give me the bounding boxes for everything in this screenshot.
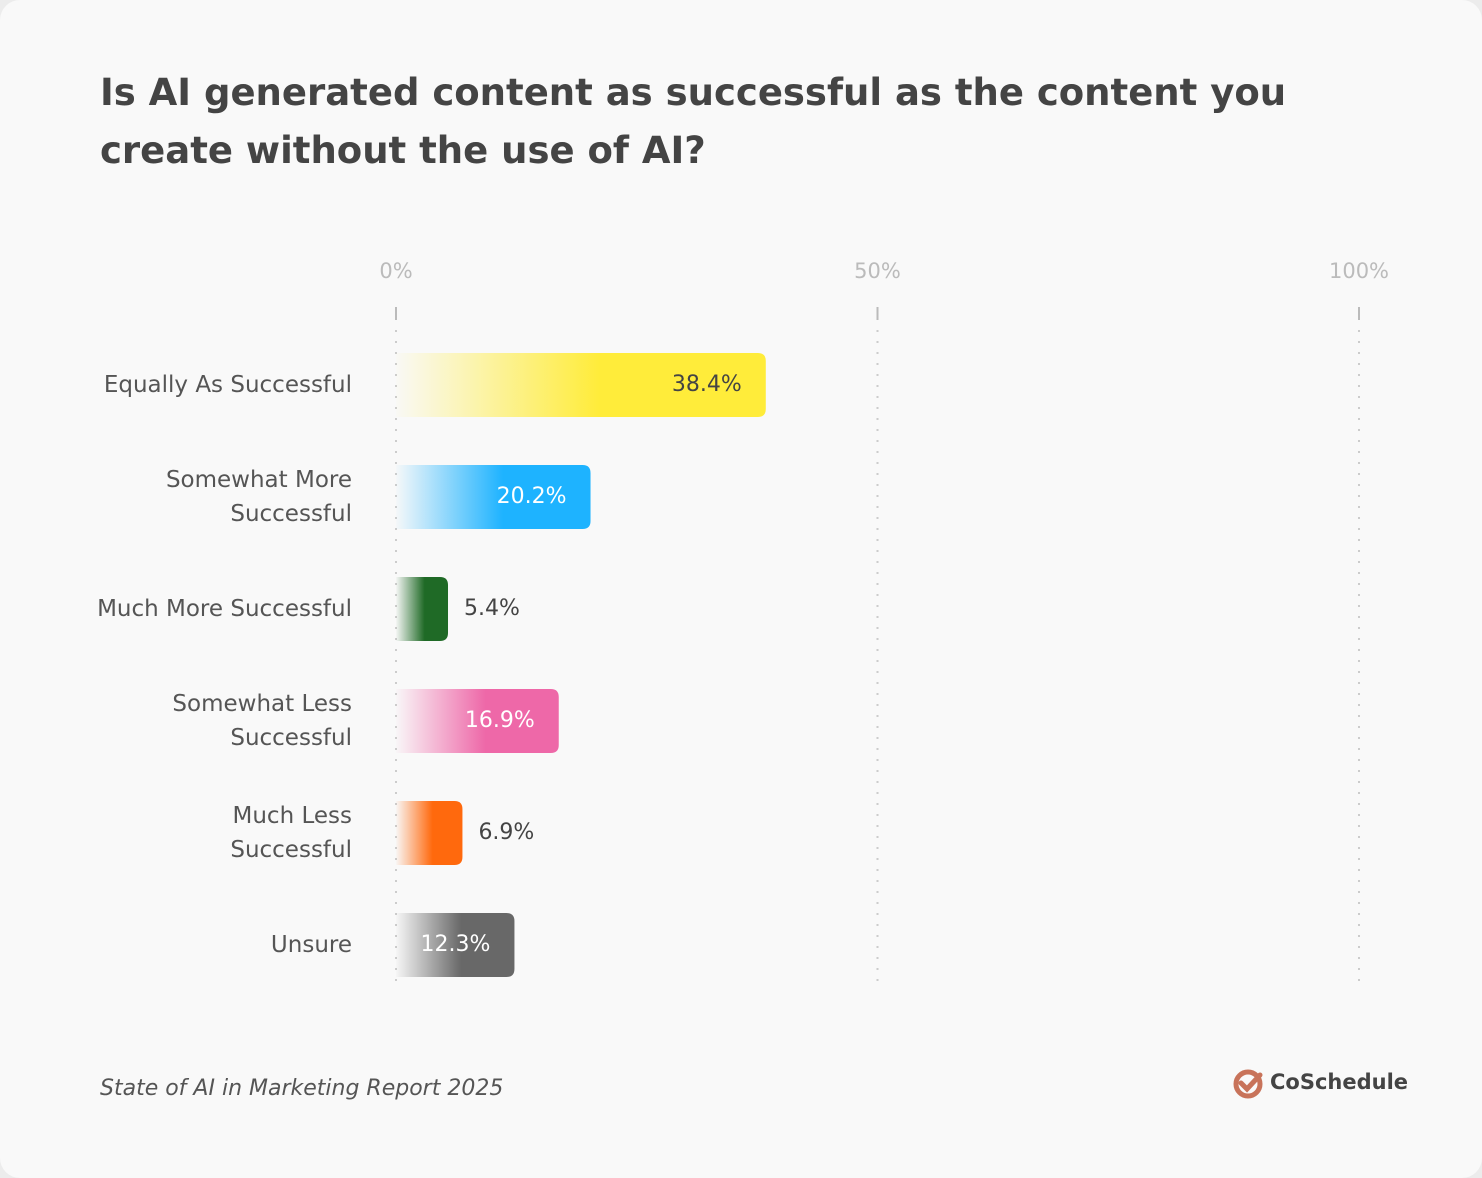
x-tick-label: 50% [854,259,901,283]
logo-icon [1233,1069,1263,1099]
x-tick-label: 0% [379,259,412,283]
value-label: 6.9% [478,820,534,845]
chart-title: Is AI generated content as successful as… [100,71,1287,172]
bar [396,689,559,753]
category-label: Somewhat More Successful [165,467,352,527]
value-label: 38.4% [672,372,742,397]
bar [396,465,591,529]
value-label: 12.3% [421,932,491,957]
bar [396,913,515,977]
bar [396,353,766,417]
value-label: 16.9% [465,708,535,733]
category-label: Unsure [270,932,352,958]
category-label: Much Less Successful [230,803,352,863]
value-label: 5.4% [464,596,520,621]
category-label: Equally As Successful [103,372,352,398]
bar [396,801,463,865]
category-label: Much More Successful [97,596,352,622]
source-note: State of AI in Marketing Report 2025 [100,1076,504,1101]
x-tick-label: 100% [1329,259,1389,283]
category-label: Somewhat Less Successful [172,691,352,751]
bar [396,577,449,641]
value-label: 20.2% [497,484,567,509]
logo-text: CoSchedule [1270,1070,1409,1094]
